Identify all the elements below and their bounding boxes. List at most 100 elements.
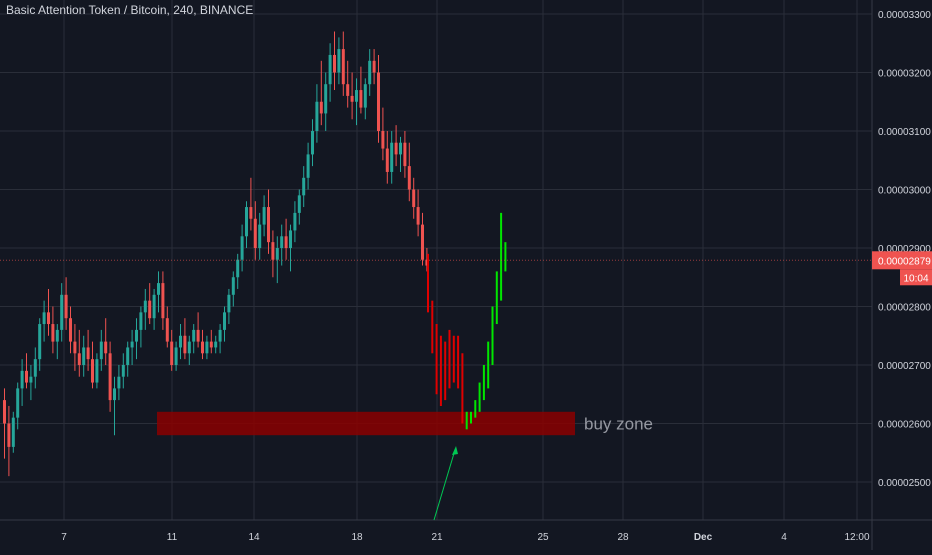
candle-body [363, 84, 367, 108]
y-tick-label: 0.00003300 [878, 10, 931, 21]
candle-body [394, 142, 398, 155]
candle-body [86, 347, 90, 360]
countdown-label: 10:04 [903, 273, 928, 284]
x-tick-label: 21 [431, 532, 443, 543]
candle-body [183, 335, 187, 354]
candle-body [355, 90, 358, 102]
candle-body [297, 195, 301, 213]
price-tag-label: 0.00002879 [878, 256, 931, 267]
candle-body [69, 318, 72, 342]
candle-body [64, 294, 68, 319]
candle-body [51, 324, 55, 342]
candle-body [337, 49, 341, 73]
x-tick-label: 25 [537, 532, 549, 543]
candle-body [214, 341, 218, 348]
candle-body [126, 347, 130, 365]
candle-body [73, 341, 77, 354]
candle-body [293, 212, 297, 231]
price-tag-box [872, 251, 932, 270]
candle-body [60, 294, 64, 330]
arrow-head-icon [452, 446, 458, 455]
candle-body [29, 376, 33, 383]
y-tick-label: 0.00002900 [878, 244, 931, 255]
candle-body [302, 177, 306, 196]
candle-body [139, 312, 143, 330]
candle-body [161, 283, 165, 319]
x-tick-label: Dec [694, 532, 713, 543]
candle-body [47, 312, 50, 325]
candle-body [324, 84, 328, 114]
candle-body [407, 166, 411, 190]
candle-body [275, 248, 279, 260]
candle-body [108, 353, 112, 401]
candle-body [16, 388, 20, 418]
candle-body [319, 101, 323, 114]
candle-body [412, 189, 416, 208]
x-tick-label: 12:00 [844, 532, 869, 543]
candle-body [20, 370, 24, 389]
candle-body [399, 142, 402, 155]
x-tick-label: 11 [167, 532, 178, 543]
candle-body [42, 312, 46, 325]
candle-body [346, 84, 350, 96]
y-tick-label: 0.00003000 [878, 186, 931, 197]
candle-body [385, 148, 389, 172]
candle-body [267, 207, 270, 243]
candle-body [372, 60, 376, 73]
y-tick-label: 0.00002500 [878, 478, 931, 489]
candle-body [77, 353, 81, 365]
candle-body [170, 341, 174, 365]
candle-body [262, 207, 266, 225]
candle-body [38, 324, 42, 360]
buy-zone-rectangle[interactable] [157, 411, 575, 436]
candle-body [152, 294, 156, 319]
candle-body [148, 300, 152, 319]
candle-body [91, 359, 94, 383]
x-tick-label: 14 [248, 532, 260, 543]
candle-body [205, 341, 209, 354]
candle-body [218, 329, 222, 342]
x-tick-label: 18 [351, 532, 363, 543]
buy-zone-label: buy zone [584, 415, 653, 434]
candle-body [25, 370, 28, 383]
candle-body [165, 318, 169, 342]
x-tick-label: 7 [61, 532, 67, 543]
x-tick-label: 28 [617, 532, 629, 543]
candle-body [231, 277, 235, 295]
candle-body [95, 359, 99, 383]
candle-body [135, 329, 138, 342]
symbol-title: Basic Attention Token / Bitcoin, 240, BI… [6, 3, 254, 17]
countdown-box [900, 269, 932, 286]
candle-body [55, 329, 59, 342]
candle-body [258, 224, 262, 248]
candle-body [421, 224, 424, 260]
candle-body [236, 259, 240, 278]
candle-body [377, 72, 380, 131]
x-tick-label: 4 [781, 532, 787, 543]
candle-body [82, 347, 86, 365]
candle-body [99, 341, 103, 360]
candle-body [143, 300, 147, 313]
candle-body [11, 417, 15, 447]
arrow-line [433, 449, 456, 521]
candle-body [245, 207, 248, 237]
candle-body [130, 341, 134, 348]
candle-body [253, 218, 257, 248]
candle-body [240, 236, 244, 260]
candle-body [113, 388, 116, 401]
candle-body [192, 329, 196, 342]
candle-body [350, 95, 354, 102]
y-tick-label: 0.00002600 [878, 420, 931, 431]
candle-body [306, 154, 310, 178]
candle-body [333, 54, 336, 73]
candle-body [381, 131, 385, 149]
candle-body [311, 131, 314, 155]
candle-body [368, 60, 372, 85]
candle-body [328, 54, 332, 85]
candle-body [117, 376, 121, 389]
candle-body [121, 365, 125, 377]
candle-body [390, 142, 394, 172]
candle-body [174, 347, 178, 365]
